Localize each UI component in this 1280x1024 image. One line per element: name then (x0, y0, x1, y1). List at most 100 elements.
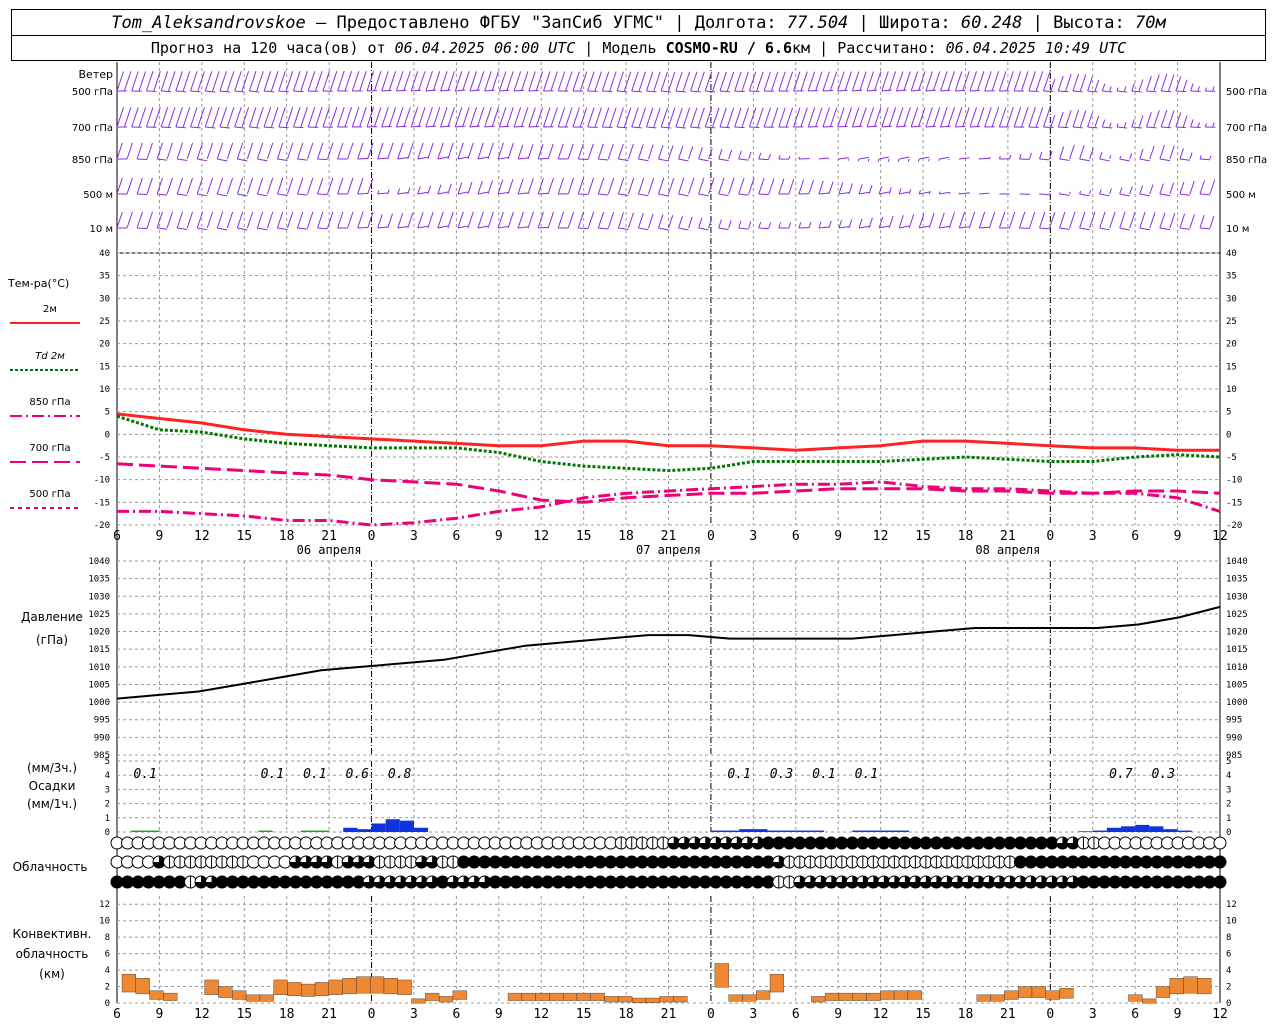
wind-barb (838, 220, 842, 229)
wind-barb (1079, 74, 1087, 92)
wind-barb-shaft (598, 227, 609, 230)
bottom-time-tick-label: 0 (1046, 1007, 1054, 1022)
wind-barb (607, 177, 615, 195)
wind-barb-shaft (896, 125, 907, 128)
provider-text: — Предоставлено ФГБУ "ЗапСиб УГМС" (316, 13, 665, 33)
pressure-ytick-right: 1025 (1226, 610, 1248, 620)
wind-barb (567, 177, 575, 195)
wind-barb-shaft (919, 225, 930, 229)
wind-level-label-right: 10 м (1226, 224, 1249, 235)
convective-bar (163, 992, 178, 1001)
precip-bar (866, 830, 881, 832)
wind-panel-title: Ветер (79, 68, 113, 81)
precip-bar (795, 830, 810, 832)
wind-barb-shaft (514, 89, 525, 92)
wind-barb (397, 212, 404, 229)
temp-legend-label: 500 гПа (29, 489, 70, 500)
precip-ytick-left: 0 (105, 828, 110, 838)
wind-barb (206, 177, 214, 195)
convective-bar (907, 990, 922, 1000)
wind-barb-shaft (157, 158, 168, 161)
wind-barb-shaft (758, 158, 769, 161)
wind-barb-shaft (1131, 90, 1142, 93)
wind-barb (388, 71, 397, 92)
wind-barb (1008, 211, 1016, 229)
wind-barb (469, 107, 478, 128)
convective-bar (549, 992, 564, 1001)
wind-barb-shaft (381, 89, 392, 92)
bottom-time-tick-label: 21 (321, 1007, 337, 1022)
cloud-cover-fill (1014, 876, 1027, 888)
wind-barb-shaft (357, 192, 368, 195)
bottom-time-tick-label: 12 (533, 1007, 549, 1022)
temp-legend-label: 2м (43, 304, 57, 315)
bottom-time-tick-label: 3 (410, 1007, 418, 1022)
wind-barb (190, 71, 198, 92)
cloud-cover-fill (478, 876, 491, 888)
pressure-ytick-left: 1030 (88, 592, 110, 602)
wind-barb-shaft (822, 89, 833, 92)
convective-bar (866, 992, 881, 1001)
wind-barb-shaft (858, 225, 870, 229)
wind-barb (1079, 190, 1082, 195)
wind-barb-shaft (1099, 158, 1110, 162)
precip-amount-label: 0.1 (727, 767, 750, 782)
wind-barb-shaft (646, 90, 657, 93)
precip-bar (753, 829, 768, 832)
wind-barb (418, 107, 426, 128)
wind-barb (329, 107, 338, 128)
wind-barb-shaft (618, 193, 629, 196)
wind-barb (1087, 76, 1093, 92)
temp-panel-title: Тем-ра(°С) (7, 277, 69, 290)
wind-barb (1131, 119, 1135, 128)
wind-barb (175, 71, 183, 92)
wind-barb (197, 107, 205, 128)
wind-barb (597, 211, 605, 229)
convective-bar (1017, 986, 1033, 998)
wind-barb (1035, 107, 1044, 128)
wind-barb-shaft (197, 158, 208, 162)
wind-barb-shaft (396, 89, 407, 92)
wind-barb (719, 71, 727, 92)
wind-barb (567, 143, 574, 160)
wind-barb-shaft (177, 193, 188, 196)
wind-barb (728, 149, 733, 160)
wind-barb (1116, 87, 1119, 92)
wind-barb-shaft (217, 158, 228, 162)
wind-barb (256, 211, 264, 229)
wind-barb (307, 177, 314, 195)
time-tick-label: 12 (533, 529, 549, 544)
wind-barb (690, 71, 698, 92)
convective-bar (880, 990, 895, 1000)
wind-barb (327, 142, 334, 160)
wind-barb-shaft (899, 225, 910, 229)
wind-barb (1065, 110, 1072, 128)
wind-barb (1059, 146, 1065, 160)
wind-barb-shaft (866, 89, 878, 92)
wind-barb (1079, 145, 1085, 160)
wind-barb-shaft (1099, 193, 1110, 197)
wind-barb (248, 71, 257, 92)
convective-bar (673, 996, 688, 1003)
wind-barb-shaft (1102, 126, 1113, 129)
pressure-ytick-left: 985 (94, 751, 110, 761)
wind-barb (704, 107, 713, 128)
wind-barb (668, 215, 674, 229)
convective-bar (521, 992, 536, 1001)
temp-ytick-right: -10 (1226, 476, 1242, 486)
wind-barb-shaft (661, 126, 672, 129)
wind-barb-shaft (237, 158, 248, 162)
wind-barb (467, 142, 474, 160)
wind-barb-shaft (602, 126, 613, 129)
wind-barb-shaft (518, 226, 529, 229)
cloud-cover-fill (363, 876, 376, 888)
bottom-time-tick-label: 0 (368, 1007, 376, 1022)
alt-value: 70м (1134, 13, 1166, 33)
wind-barb (537, 178, 544, 195)
precip-bar (809, 830, 825, 832)
time-tick-label: 0 (368, 529, 376, 544)
wind-barb (403, 71, 411, 92)
wind-barb (1159, 144, 1165, 160)
wind-barb (286, 211, 294, 229)
wind-barb (808, 221, 812, 229)
